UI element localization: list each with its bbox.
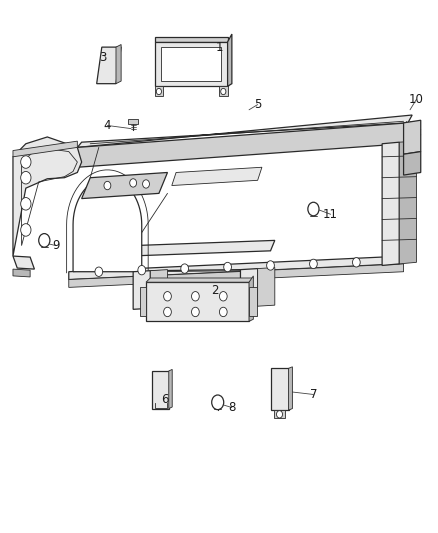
Polygon shape <box>161 47 221 81</box>
Circle shape <box>181 264 188 273</box>
Polygon shape <box>13 141 78 157</box>
Circle shape <box>164 307 171 317</box>
Polygon shape <box>169 369 172 409</box>
Polygon shape <box>403 120 421 154</box>
Polygon shape <box>146 282 249 321</box>
Circle shape <box>276 410 283 418</box>
Circle shape <box>39 233 50 247</box>
Circle shape <box>191 292 199 301</box>
Circle shape <box>95 267 102 277</box>
Polygon shape <box>146 278 253 282</box>
Text: 10: 10 <box>409 93 424 106</box>
Polygon shape <box>81 173 167 199</box>
Polygon shape <box>219 86 228 96</box>
Circle shape <box>219 292 227 301</box>
Polygon shape <box>150 270 167 308</box>
Polygon shape <box>13 256 35 269</box>
Polygon shape <box>133 271 150 309</box>
Polygon shape <box>116 45 121 84</box>
Polygon shape <box>13 269 30 277</box>
Text: 9: 9 <box>52 239 60 252</box>
Polygon shape <box>155 86 163 96</box>
Text: 6: 6 <box>162 393 169 406</box>
Text: 8: 8 <box>228 401 236 414</box>
Circle shape <box>156 88 162 95</box>
Text: 3: 3 <box>99 51 107 64</box>
Text: 11: 11 <box>323 208 338 221</box>
Polygon shape <box>289 367 293 410</box>
Circle shape <box>212 395 224 410</box>
Polygon shape <box>228 34 232 86</box>
Text: 5: 5 <box>254 98 261 111</box>
Polygon shape <box>382 142 399 265</box>
Circle shape <box>224 262 231 272</box>
Circle shape <box>219 307 227 317</box>
Polygon shape <box>140 287 146 316</box>
Polygon shape <box>399 141 417 264</box>
Polygon shape <box>152 371 169 409</box>
Polygon shape <box>129 240 275 256</box>
Circle shape <box>221 88 226 95</box>
Polygon shape <box>13 137 81 256</box>
Circle shape <box>143 180 149 188</box>
Circle shape <box>104 181 111 190</box>
Text: 4: 4 <box>104 119 111 132</box>
Polygon shape <box>69 256 403 280</box>
Text: 1: 1 <box>215 41 223 54</box>
Circle shape <box>21 198 31 210</box>
Polygon shape <box>155 37 228 42</box>
Circle shape <box>130 179 137 187</box>
Circle shape <box>21 172 31 184</box>
Polygon shape <box>128 119 138 124</box>
Polygon shape <box>271 368 289 410</box>
Polygon shape <box>249 287 257 316</box>
Polygon shape <box>78 123 408 167</box>
Circle shape <box>310 259 317 269</box>
Circle shape <box>308 202 319 216</box>
Polygon shape <box>78 115 412 148</box>
Polygon shape <box>240 269 258 307</box>
Circle shape <box>353 257 360 267</box>
Polygon shape <box>73 177 142 272</box>
Polygon shape <box>155 42 228 86</box>
Polygon shape <box>69 264 403 287</box>
Circle shape <box>191 307 199 317</box>
Circle shape <box>21 224 31 236</box>
Circle shape <box>21 156 31 168</box>
Text: 2: 2 <box>211 284 219 296</box>
Polygon shape <box>249 276 253 321</box>
Circle shape <box>164 292 171 301</box>
Circle shape <box>138 265 145 275</box>
Circle shape <box>267 261 274 270</box>
Polygon shape <box>274 410 285 418</box>
Polygon shape <box>172 167 262 185</box>
Polygon shape <box>403 151 421 175</box>
Polygon shape <box>97 47 121 84</box>
Text: 7: 7 <box>310 388 317 401</box>
Polygon shape <box>258 268 275 306</box>
